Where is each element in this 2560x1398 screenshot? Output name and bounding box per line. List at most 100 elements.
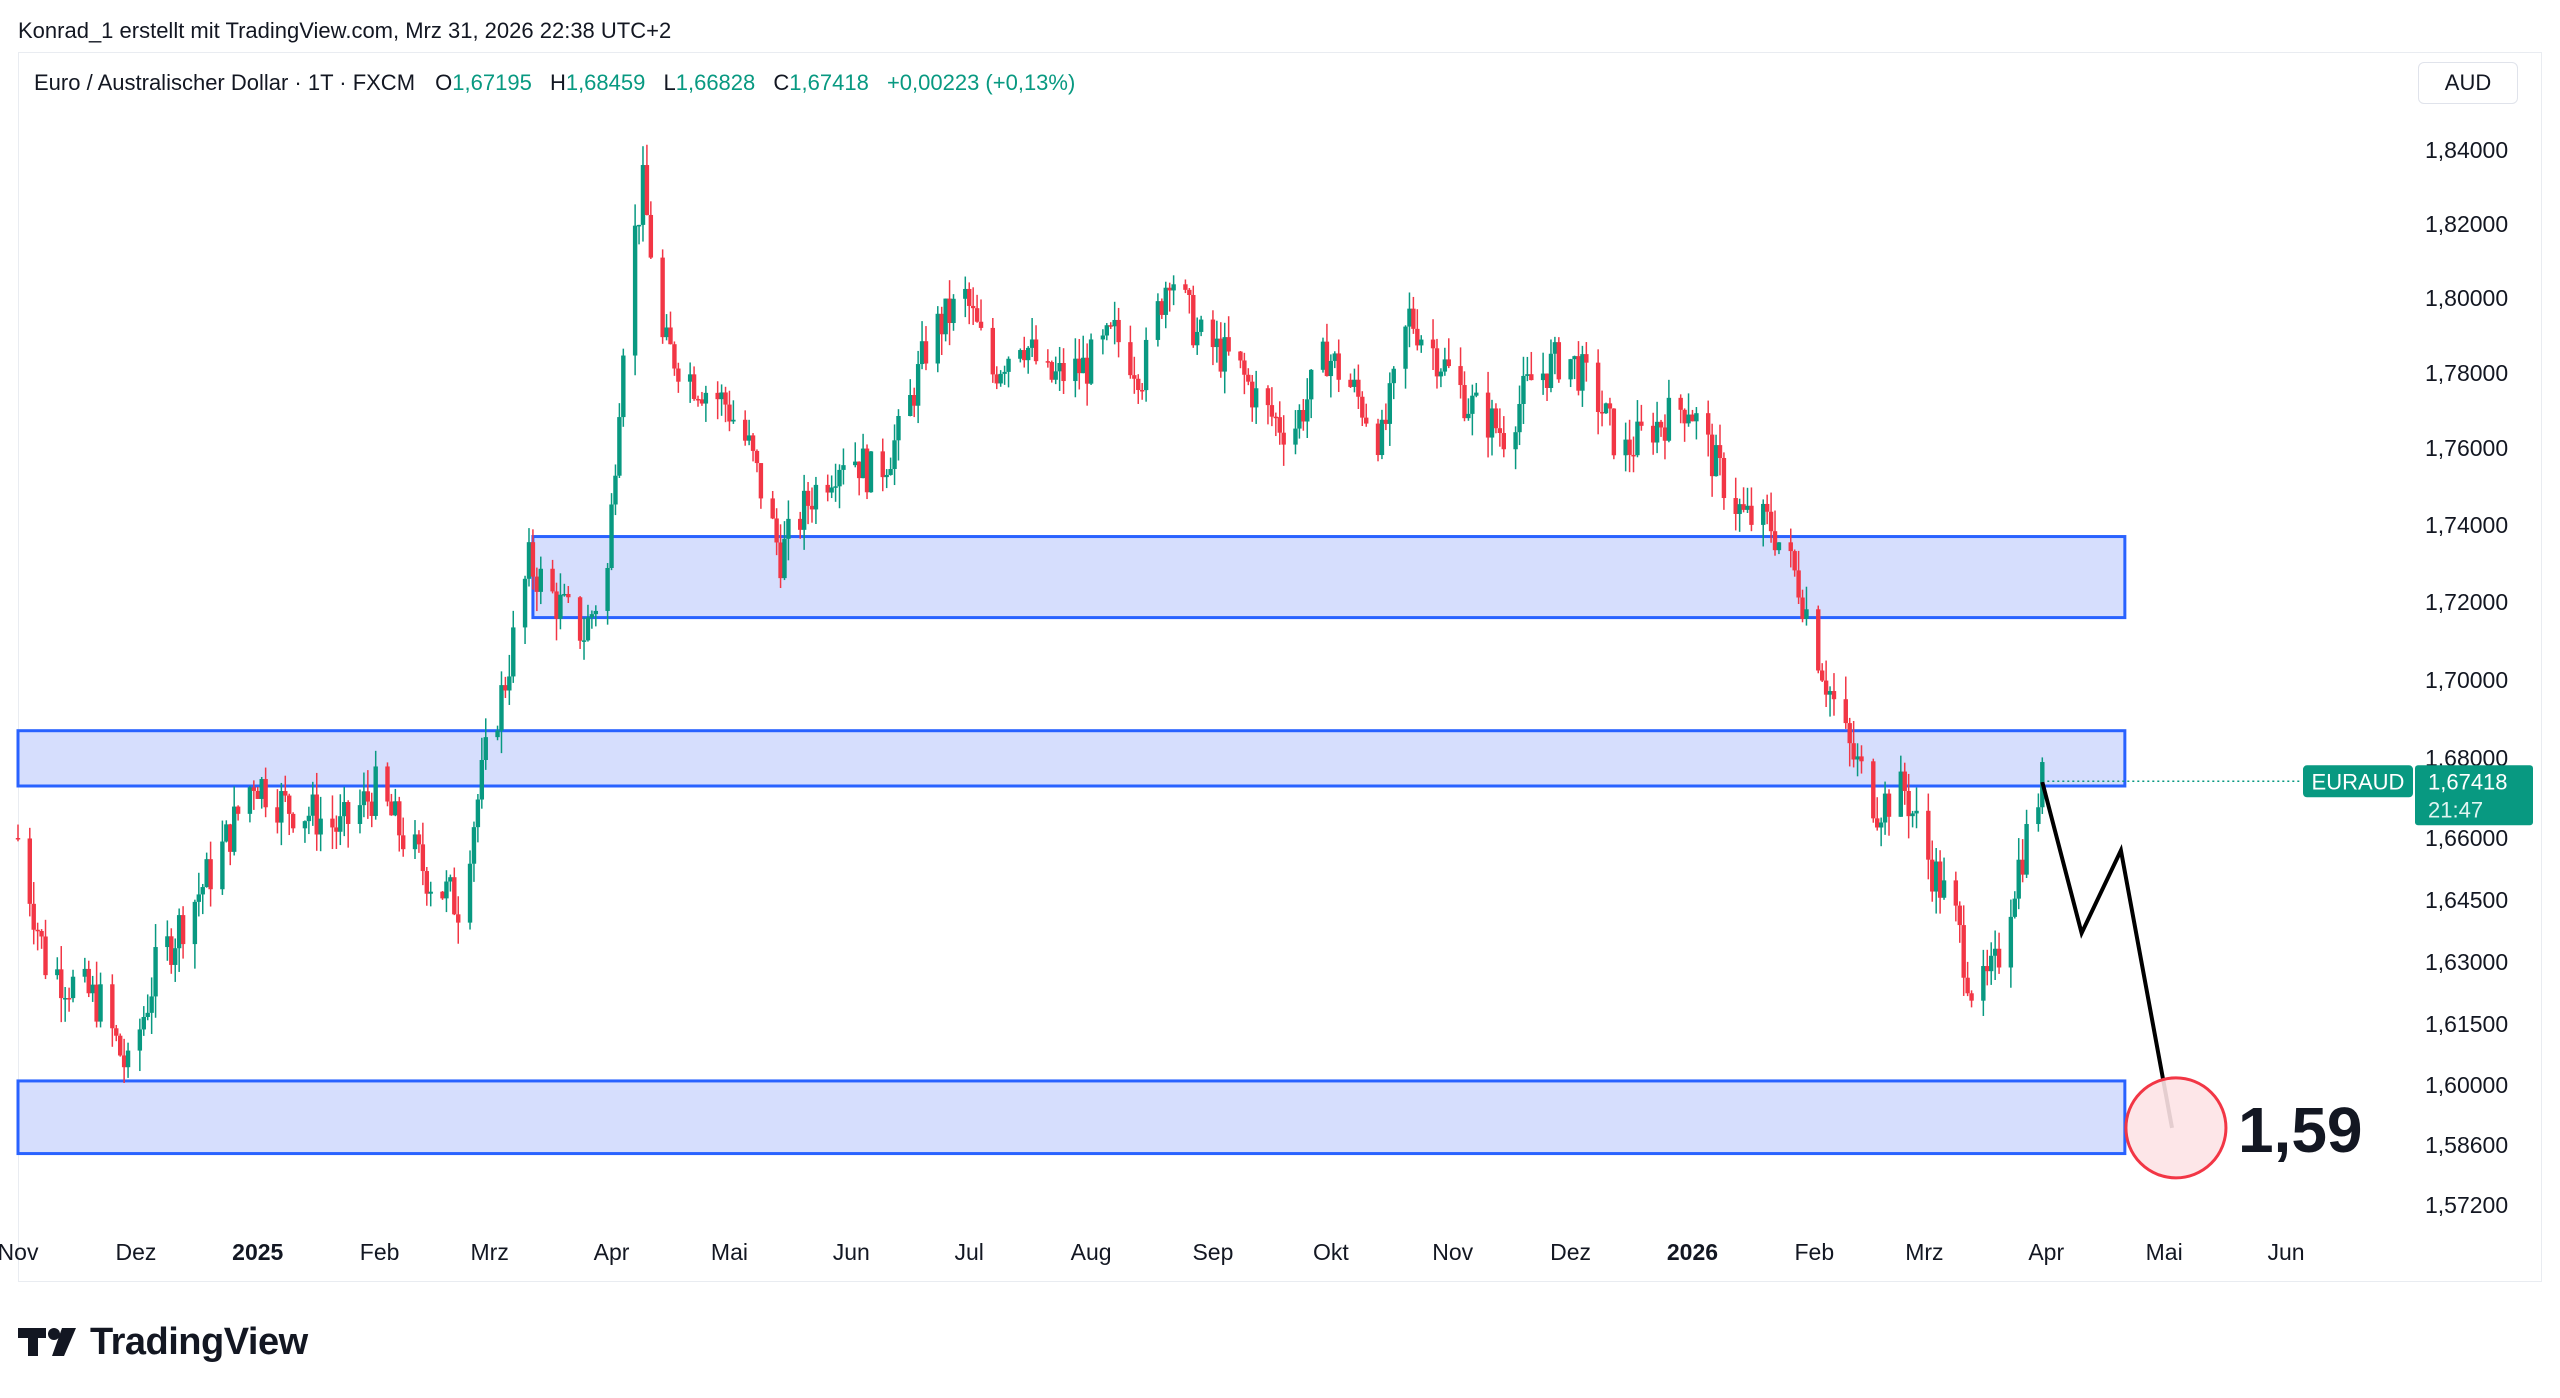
candle: [1992, 930, 1998, 981]
candle-body: [1521, 375, 1526, 404]
candle-body: [1639, 421, 1644, 426]
target-circle: [2124, 1076, 2228, 1180]
candle: [82, 957, 88, 983]
candle: [499, 671, 504, 754]
candle-body: [1155, 301, 1161, 340]
candle-body: [224, 824, 229, 842]
symbol-name[interactable]: Euro / Australischer Dollar · 1T · FXCM: [34, 70, 416, 95]
candle-body: [1352, 379, 1357, 387]
candle: [228, 823, 233, 866]
candle-body: [1320, 341, 1326, 370]
candle: [1639, 404, 1644, 431]
price-tag-countdown: 21:47: [2428, 797, 2483, 822]
candle-body: [939, 313, 944, 335]
candle-body: [1226, 337, 1231, 352]
candle: [648, 201, 654, 260]
candle: [888, 457, 893, 476]
candle-body: [1969, 993, 1974, 1001]
candle: [1407, 292, 1412, 348]
date-tick-label: Jun: [833, 1239, 870, 1265]
candle-body: [813, 484, 819, 510]
candle: [1568, 358, 1573, 388]
candle-body: [1819, 670, 1825, 681]
candle-body: [369, 801, 374, 816]
candle: [621, 348, 626, 427]
candle: [1104, 323, 1110, 341]
candle-body: [82, 968, 88, 977]
candle-body: [2016, 859, 2021, 899]
candle: [1886, 789, 1892, 836]
candle: [424, 866, 429, 906]
date-tick-label: Mrz: [1905, 1239, 1943, 1265]
candle: [1077, 338, 1082, 390]
candle-body: [644, 165, 650, 215]
close-label: C: [773, 70, 790, 95]
candle: [1155, 293, 1161, 347]
candle-body: [1375, 423, 1381, 456]
candle: [495, 725, 500, 741]
candle-body: [963, 288, 968, 299]
candle: [1580, 345, 1585, 407]
candle-body: [1100, 335, 1106, 340]
open-value: 1,67195: [452, 70, 532, 95]
candle-body: [951, 298, 956, 324]
candle: [302, 820, 308, 843]
candle-body: [994, 374, 999, 384]
candle-body: [782, 538, 787, 579]
candle-body: [1116, 319, 1121, 343]
candle: [283, 775, 288, 803]
candle: [412, 820, 418, 859]
price-axis: 1,84000 1,82000 1,80000 1,78000 1,76000 1,740…: [2425, 137, 2508, 1218]
candle-body: [695, 398, 701, 401]
candle-body: [1926, 810, 1931, 860]
candle-body: [357, 805, 363, 824]
candle-body: [137, 1029, 143, 1051]
candle: [664, 314, 669, 341]
candle-body: [943, 298, 948, 335]
candle-body: [1898, 771, 1904, 817]
candle-body: [998, 373, 1003, 384]
candle-body: [444, 881, 449, 899]
candle-body: [731, 419, 736, 422]
candle-body: [1403, 326, 1408, 369]
candle: [829, 475, 834, 499]
candle-body: [345, 802, 351, 824]
candle: [550, 559, 555, 594]
candle: [1898, 755, 1904, 817]
candle-body: [2020, 859, 2025, 875]
candle-body: [1721, 457, 1727, 499]
candle: [35, 922, 40, 951]
candle: [440, 891, 445, 900]
candle-body: [1631, 454, 1636, 457]
candle: [1497, 408, 1503, 447]
candle-body: [1713, 445, 1719, 477]
candle: [1607, 397, 1613, 426]
candle: [1364, 403, 1369, 427]
brand-logo[interactable]: TradingView: [18, 1318, 308, 1366]
candle-body: [1580, 354, 1585, 391]
candle: [200, 883, 205, 915]
candle-body: [31, 903, 36, 930]
candle-body: [1501, 433, 1507, 450]
candle: [393, 788, 398, 817]
price-tick-label: 1,76000: [2425, 435, 2508, 461]
candle-body: [1379, 419, 1385, 456]
candle-body: [1992, 948, 1998, 956]
candle: [562, 583, 567, 597]
candle-body: [1847, 723, 1852, 744]
candle: [935, 306, 940, 373]
candle: [1764, 494, 1770, 525]
candle: [911, 387, 917, 418]
currency-selector[interactable]: AUD: [2418, 62, 2518, 104]
ticker-tag: [2303, 765, 2413, 798]
candle: [401, 817, 406, 857]
candle: [994, 366, 999, 390]
candle: [723, 386, 728, 423]
date-tick-label: Mai: [2146, 1239, 2183, 1265]
candle-body: [1143, 339, 1149, 391]
date-tick-label: Feb: [360, 1239, 400, 1265]
candle: [1548, 339, 1554, 393]
candle-body: [554, 591, 559, 619]
candle-body: [1348, 379, 1353, 387]
